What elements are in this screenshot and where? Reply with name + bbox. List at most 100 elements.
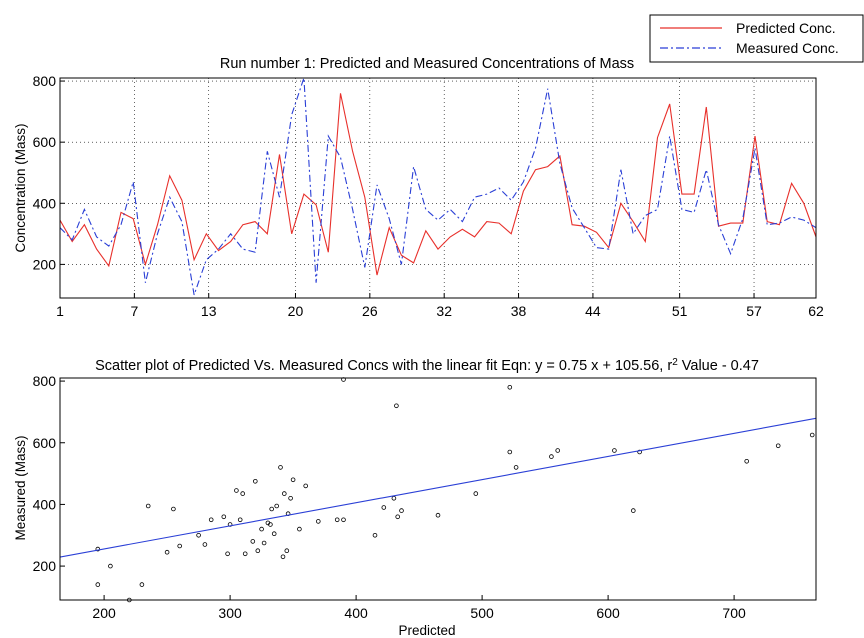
scatter-point [473, 491, 479, 496]
scatter-title-superscript: 2 [672, 357, 678, 368]
x-tick-label: 300 [218, 605, 242, 621]
x-tick-label: 700 [722, 605, 746, 621]
scatter-chart-x-axis-label: Predicted [398, 623, 455, 638]
scatter-point [507, 384, 513, 390]
scatter-point [95, 582, 101, 587]
scatter-point [334, 517, 340, 523]
scatter-point [196, 532, 201, 538]
line-chart-ticks: 1 7 13 20 26 32 38 44 51 57 62 200 400 600 800 [33, 73, 824, 319]
scatter-chart-plot-area [59, 377, 817, 601]
scatter-point [164, 549, 170, 555]
x-tick-label: 500 [470, 605, 494, 621]
y-tick-label: 200 [33, 558, 57, 574]
scatter-point [221, 514, 227, 520]
x-tick-label: 1 [56, 303, 64, 319]
legend-predicted-label: Predicted Conc. [736, 20, 836, 36]
scatter-point [284, 548, 290, 553]
scatter-point [234, 488, 239, 493]
line-chart-y-axis-label: Concentration (Mass) [13, 123, 28, 252]
scatter-point [391, 495, 397, 501]
scatter-chart-ticks: 200 300 400 500 600 700 200 400 600 800 [33, 373, 746, 621]
scatter-point [145, 503, 151, 509]
y-tick-label: 800 [33, 373, 57, 389]
scatter-point [280, 554, 286, 560]
scatter-chart-y-axis-label: Measured (Mass) [13, 435, 28, 540]
y-tick-label: 200 [33, 256, 57, 272]
x-tick-label: 400 [344, 605, 368, 621]
scatter-point [395, 514, 401, 520]
scatter-point [290, 477, 296, 483]
scatter-point [242, 551, 248, 557]
scatter-fit-line [60, 417, 816, 558]
scatter-point [259, 526, 264, 532]
line-chart-panel: Run number 1: Predicted and Measured Con… [13, 56, 824, 319]
predicted-series-line [60, 93, 816, 276]
measured-series-line [60, 78, 816, 296]
scatter-point [507, 449, 513, 455]
line-chart-title: Run number 1: Predicted and Measured Con… [220, 56, 634, 72]
scatter-title-main: Scatter plot of Predicted Vs. Measured C… [95, 358, 672, 374]
scatter-chart-panel: Scatter plot of Predicted Vs. Measured C… [13, 357, 817, 638]
legend-box [649, 14, 864, 63]
x-tick-label: 600 [596, 605, 620, 621]
scatter-chart-title: Scatter plot of Predicted Vs. Measured C… [95, 357, 759, 375]
scatter-point [108, 563, 113, 569]
scatter-point [281, 491, 287, 496]
y-tick-label: 600 [33, 435, 57, 451]
x-tick-label: 38 [511, 303, 527, 319]
x-tick-label: 200 [92, 605, 116, 621]
scatter-point [381, 505, 387, 510]
scatter-point [171, 506, 176, 512]
scatter-point [435, 512, 441, 518]
scatter-point [255, 548, 261, 553]
y-tick-label: 400 [33, 496, 57, 512]
scatter-point [261, 540, 267, 546]
scatter-point [269, 506, 275, 512]
legend-measured-label: Measured Conc. [736, 40, 839, 56]
scatter-point [288, 495, 293, 501]
y-tick-label: 600 [33, 134, 57, 150]
scatter-point [274, 503, 280, 509]
scatter-point [208, 517, 214, 523]
scatter-point [250, 539, 256, 544]
scatter-point [278, 465, 283, 470]
y-tick-label: 800 [33, 73, 57, 89]
scatter-point [271, 531, 277, 536]
scatter-point [227, 522, 233, 527]
scatter-point [637, 449, 642, 455]
scatter-point [315, 519, 321, 524]
scatter-point [630, 508, 636, 513]
x-tick-label: 57 [746, 303, 762, 319]
y-tick-label: 400 [33, 195, 57, 211]
x-tick-label: 51 [672, 303, 688, 319]
x-tick-label: 20 [288, 303, 304, 319]
legend: Predicted Conc. Measured Conc. [649, 14, 864, 63]
scatter-point [399, 508, 404, 513]
scatter-fit-line-group [60, 417, 816, 558]
scatter-point [555, 448, 560, 453]
scatter-point [809, 432, 815, 438]
scatter-point [372, 532, 378, 538]
scatter-point [394, 403, 399, 409]
x-tick-label: 62 [808, 303, 824, 319]
scatter-points [95, 377, 815, 603]
x-tick-label: 32 [436, 303, 452, 319]
scatter-point [139, 582, 145, 587]
line-chart-plot-area [59, 77, 817, 299]
scatter-point [549, 454, 554, 459]
scatter-point [775, 443, 781, 449]
scatter-point [268, 522, 273, 527]
scatter-point [225, 551, 230, 557]
scatter-point [202, 542, 208, 547]
scatter-point [237, 517, 243, 523]
scatter-point [341, 517, 346, 523]
scatter-point [513, 465, 519, 470]
line-chart-series [60, 78, 816, 296]
x-tick-label: 44 [585, 303, 601, 319]
x-tick-label: 7 [130, 303, 138, 319]
line-chart-grid [59, 78, 817, 298]
scatter-point [303, 483, 309, 489]
scatter-title-tail: Value - 0.47 [678, 358, 759, 374]
scatter-point [95, 546, 101, 552]
